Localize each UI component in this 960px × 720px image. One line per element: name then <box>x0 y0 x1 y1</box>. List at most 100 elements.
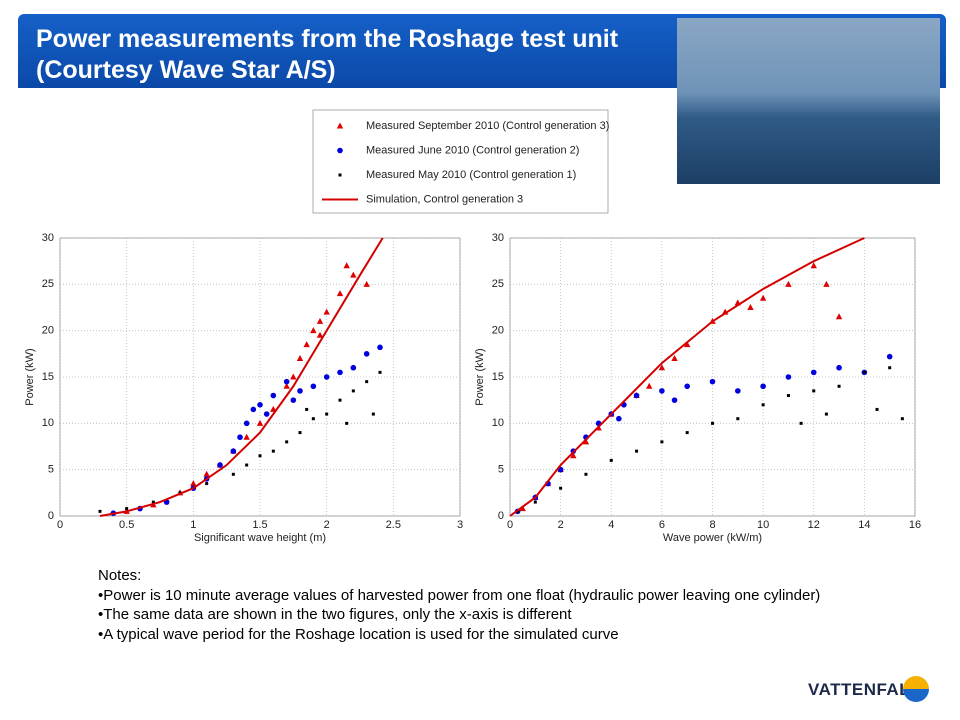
logo-mark <box>903 676 929 702</box>
data-point <box>258 454 262 458</box>
data-point <box>824 412 828 416</box>
data-point <box>582 438 590 445</box>
data-point <box>311 417 315 421</box>
data-point <box>316 331 324 338</box>
x-tick-label: 6 <box>659 519 665 531</box>
logo-text: VATTENFALL <box>808 680 921 699</box>
y-tick-label: 10 <box>492 417 504 429</box>
data-point <box>671 397 678 403</box>
y-tick-label: 25 <box>42 278 54 290</box>
data-point <box>256 419 264 426</box>
y-tick-label: 0 <box>498 510 504 522</box>
x-tick-label: 1 <box>190 519 196 531</box>
y-tick-label: 25 <box>492 278 504 290</box>
photo <box>677 18 940 184</box>
data-point <box>297 388 303 394</box>
title-line: (Courtesy Wave Star A/S) <box>36 56 336 84</box>
data-point <box>290 397 297 403</box>
legend-box <box>312 109 609 214</box>
data-point <box>786 394 790 398</box>
x-tick-label: 2 <box>558 519 564 531</box>
y-tick-label: 15 <box>42 371 54 383</box>
data-point <box>337 369 343 376</box>
data-point <box>310 383 317 390</box>
data-point <box>270 392 277 399</box>
data-point <box>285 440 289 444</box>
data-point <box>799 421 803 425</box>
notes-heading: Notes: <box>98 567 142 584</box>
data-point <box>363 351 370 357</box>
data-point <box>836 364 842 371</box>
y-tick-label: 0 <box>48 510 54 522</box>
data-point <box>759 294 767 301</box>
note: Power is 10 minute average values of har… <box>98 586 820 606</box>
y-axis-label: Power (kW) <box>474 348 486 405</box>
y-tick-label: 5 <box>498 464 504 476</box>
data-point <box>736 417 740 421</box>
y-tick-label: 20 <box>492 325 504 337</box>
slide-title: Power measurements from the Roshage test… <box>36 24 618 86</box>
data-point <box>257 402 263 408</box>
data-point <box>711 421 714 425</box>
x-axis-label: Wave power (kW/m) <box>663 532 762 544</box>
data-point <box>812 389 816 393</box>
data-point <box>305 407 309 411</box>
data-point <box>345 421 349 425</box>
data-point <box>377 344 383 351</box>
x-tick-label: 12 <box>808 519 820 531</box>
x-tick-label: 0 <box>57 519 63 531</box>
data-point <box>886 353 893 360</box>
data-point <box>203 470 210 477</box>
data-point <box>237 434 243 441</box>
data-point <box>658 364 666 371</box>
x-tick-label: 16 <box>909 519 921 531</box>
data-point <box>810 262 817 269</box>
data-point <box>336 290 344 297</box>
data-point <box>271 449 275 453</box>
data-point <box>323 308 330 315</box>
data-point <box>290 373 297 380</box>
y-axis-label: Power (kW) <box>24 348 36 405</box>
y-tick-label: 5 <box>48 464 54 476</box>
legend-marker <box>336 122 344 129</box>
x-tick-label: 0 <box>507 519 513 531</box>
x-tick-label: 2 <box>324 519 330 531</box>
data-point <box>519 505 526 512</box>
data-point <box>190 480 197 487</box>
legend-marker <box>337 147 343 154</box>
data-point <box>371 412 375 416</box>
data-point <box>862 370 866 374</box>
data-point <box>685 431 689 435</box>
x-tick-label: 0.5 <box>119 519 134 531</box>
data-point <box>316 317 324 324</box>
data-point <box>310 327 317 334</box>
data-point <box>263 411 270 417</box>
x-tick-label: 3 <box>457 519 463 531</box>
y-tick-label: 30 <box>42 232 54 244</box>
data-point <box>888 366 892 370</box>
data-point <box>230 448 237 454</box>
x-axis-label: Significant wave height (m) <box>194 532 326 544</box>
data-point <box>250 406 257 413</box>
data-point <box>323 374 330 380</box>
x-tick-label: 8 <box>709 519 715 531</box>
x-tick-label: 10 <box>757 519 769 531</box>
data-point <box>785 374 792 380</box>
x-tick-label: 2.5 <box>386 519 401 531</box>
data-point <box>760 383 766 390</box>
data-point <box>325 412 329 416</box>
data-point <box>350 364 357 371</box>
data-point <box>671 354 678 361</box>
data-point <box>683 341 691 348</box>
legend-label: Measured June 2010 (Control generation 2… <box>366 144 579 156</box>
y-tick-label: 20 <box>42 325 54 337</box>
data-point <box>635 449 639 453</box>
data-point <box>735 388 741 394</box>
data-point <box>350 271 357 278</box>
simulation-line <box>99 237 384 517</box>
data-point <box>684 383 690 390</box>
data-point <box>559 486 563 490</box>
data-point <box>298 431 302 435</box>
title-line: Power measurements from the Roshage test… <box>36 25 619 53</box>
